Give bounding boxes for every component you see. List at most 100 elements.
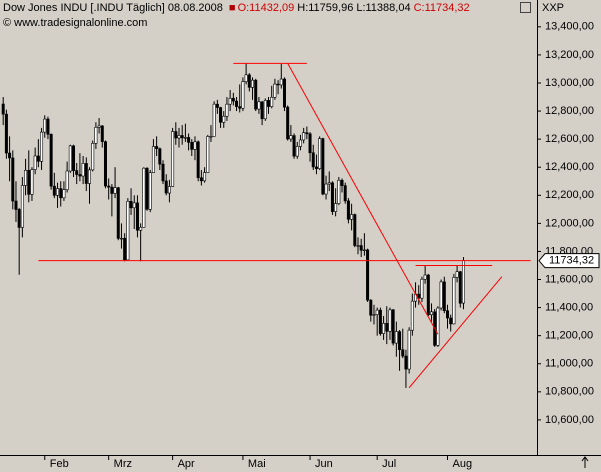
candle-body: [123, 237, 127, 261]
candle-body: [266, 100, 270, 107]
candle-body: [327, 182, 331, 185]
candle-body: [24, 170, 28, 186]
y-tick-label: 11,400,00: [545, 302, 593, 314]
candle-body: [353, 214, 357, 246]
candle-body: [11, 157, 15, 202]
candle-body: [171, 131, 175, 187]
candle-body: [321, 138, 325, 195]
ohlc-info: L:11388,04: [356, 2, 410, 14]
candle-body: [382, 323, 386, 334]
candle-body: [164, 180, 168, 194]
candle-body: [298, 139, 302, 147]
candle-body: [193, 141, 197, 150]
candle-body: [292, 135, 296, 157]
candle-body: [369, 299, 373, 316]
y-tick-label: 11,200,00: [545, 330, 593, 342]
candle-body: [350, 214, 354, 220]
candle-body: [132, 202, 136, 209]
candle-body: [8, 152, 12, 159]
candle-body: [72, 145, 76, 171]
candle-body: [199, 177, 203, 182]
candle-body: [388, 309, 392, 332]
candle-body: [439, 281, 443, 309]
candle-body: [279, 78, 283, 86]
source: © www.tradesignalonline.com: [3, 17, 147, 29]
candle-body: [410, 300, 414, 331]
window-button[interactable]: [520, 2, 531, 13]
candle-body: [311, 152, 315, 168]
x-tick-label: Mai: [248, 458, 266, 470]
candle-body: [398, 331, 402, 351]
y-tick-label: 11,000,00: [545, 358, 593, 370]
candle-body: [244, 74, 248, 82]
candle-body: [417, 293, 421, 299]
x-tick-label: Aug: [453, 458, 473, 470]
candle-body: [407, 329, 411, 370]
candle-body: [430, 311, 434, 316]
candle-body: [103, 141, 107, 187]
candle-body: [49, 133, 53, 187]
candle-body: [231, 97, 235, 102]
candle-body: [94, 127, 98, 144]
candle-body: [107, 185, 111, 188]
candle-body: [81, 163, 85, 177]
candle-body: [423, 274, 427, 280]
candle-body: [273, 83, 277, 98]
candle-body: [251, 79, 255, 88]
candle-body: [254, 79, 258, 110]
y-tick-label: 12,200,00: [545, 189, 594, 201]
candle-body: [155, 146, 159, 149]
candle-body: [257, 101, 261, 110]
y-tick-label: 12,800,00: [545, 105, 594, 117]
candle-body: [391, 309, 395, 344]
y-tick-label: 13,400,00: [545, 21, 594, 33]
candle-body: [238, 106, 242, 109]
candle-body: [445, 310, 449, 319]
candle-body: [1, 103, 5, 115]
candle-body: [356, 245, 360, 247]
candle-body: [14, 200, 18, 210]
candle-body: [20, 185, 24, 228]
ohlc-info: C:11734,32: [414, 2, 470, 14]
candle-body: [36, 155, 40, 162]
candle-body: [219, 107, 223, 123]
candle-body: [177, 135, 181, 139]
candle-body: [119, 237, 123, 240]
candle-body: [436, 307, 440, 346]
candle-body: [113, 187, 117, 194]
candle-body: [126, 201, 130, 261]
y-tick-label: 13,000,00: [545, 77, 594, 89]
candle-body: [404, 355, 408, 370]
candle-body: [222, 115, 226, 123]
candle-body: [318, 138, 322, 169]
x-tick-label: Mrz: [114, 458, 132, 470]
candle-body: [46, 118, 50, 135]
header: Dow Jones INDU [.INDU Täglich] 08.08.200…: [3, 2, 470, 14]
candle-body: [88, 169, 92, 184]
candle-body: [17, 209, 21, 228]
price-tag: [538, 253, 600, 269]
candle-body: [167, 186, 171, 194]
candle-body: [340, 179, 344, 186]
candle-body: [148, 172, 152, 210]
candle-body: [110, 186, 114, 194]
candle-body: [366, 249, 370, 301]
candle-body: [161, 163, 165, 182]
candle-body: [84, 163, 88, 184]
candle-body: [260, 101, 264, 120]
candle-body: [324, 183, 328, 195]
candle-body: [289, 135, 293, 140]
y-tick-label: 12,600,00: [545, 133, 594, 145]
candle-body: [302, 132, 306, 141]
candle-body: [378, 309, 382, 334]
candle-body: [30, 169, 34, 195]
x-tick-label: Feb: [50, 458, 69, 470]
symbol: XXP: [542, 2, 564, 14]
candle-body: [62, 189, 66, 199]
candle-body: [59, 188, 63, 199]
candle-body: [142, 167, 146, 228]
scroll-arrow[interactable]: [581, 456, 589, 468]
trendline: [408, 276, 503, 389]
candle-body: [174, 131, 178, 139]
